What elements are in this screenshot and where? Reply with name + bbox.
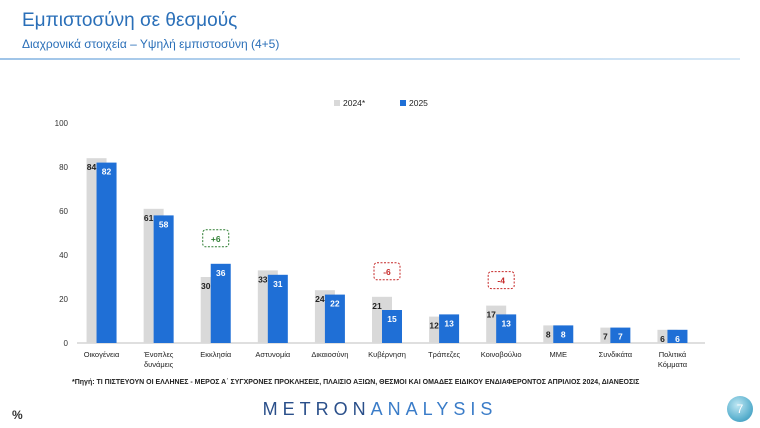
bar-2025 (439, 314, 460, 343)
bar-2025 (153, 215, 174, 343)
x-tick-label: ΜΜΕ (550, 350, 568, 359)
x-tick-label: δυνάμεις (144, 360, 174, 369)
data-label-2024: 84 (87, 162, 97, 172)
x-tick-label: Κοινοβούλιο (481, 350, 522, 359)
y-tick-label: 20 (59, 295, 68, 304)
change-annotation-box (487, 271, 515, 290)
change-annotation-text: -4 (497, 276, 505, 286)
data-label-2025: 22 (330, 299, 340, 309)
data-label-2024: 21 (372, 301, 382, 311)
data-label-2025: 13 (501, 318, 511, 328)
brand-logo-part1: METRON (262, 399, 371, 419)
source-footnote: *Πηγή: ΤΙ ΠΙΣΤΕΥΟΥΝ ΟΙ ΕΛΛΗΝΕΣ - ΜΕΡΟΣ Α… (72, 379, 640, 386)
x-tick-label: Αστυνομία (255, 350, 291, 359)
page-number-badge: 7 (727, 396, 753, 422)
change-annotation-box (373, 262, 401, 281)
data-label-2024: 12 (429, 321, 439, 331)
page-title: Εμπιστοσύνη σε θεσμούς (22, 10, 238, 31)
bar-2025 (382, 310, 402, 343)
y-tick-label: 100 (55, 119, 69, 128)
data-label-2024: 6 (660, 334, 665, 344)
header-divider (0, 58, 740, 60)
x-tick-label: Εκκλησία (200, 350, 232, 359)
y-tick-label: 40 (59, 251, 68, 260)
brand-logo-part2: ANALYSIS (370, 399, 498, 419)
x-tick-label: Τράπεζες (428, 350, 460, 359)
x-tick-label: Δικαιοσύνη (311, 350, 348, 359)
y-tick-label: 60 (59, 207, 68, 216)
bar-2025 (610, 327, 631, 343)
data-label-2025: 31 (273, 279, 283, 289)
x-tick-label: Οικογένεια (84, 350, 120, 359)
x-tick-label: Κυβέρνηση (368, 350, 406, 359)
y-tick-label: 80 (59, 163, 68, 172)
change-annotation-text: +6 (211, 234, 221, 244)
data-label-2025: 6 (675, 334, 680, 344)
data-label-2024: 8 (546, 329, 551, 339)
data-label-2024: 24 (315, 294, 325, 304)
change-annotation-text: -6 (383, 267, 391, 277)
x-tick-label: Ένοπλες (143, 350, 174, 359)
data-label-2025: 82 (102, 167, 112, 177)
data-label-2025: 15 (387, 314, 397, 324)
data-label-2024: 7 (603, 332, 608, 342)
page-subtitle: Διαχρονικά στοιχεία – Υψηλή εμπιστοσύνη … (22, 37, 280, 51)
x-tick-label: Πολιτικά (659, 350, 687, 359)
data-label-2025: 13 (444, 318, 454, 328)
data-label-2024: 17 (486, 310, 496, 320)
bar-2025 (210, 263, 231, 343)
change-annotation-box (202, 229, 230, 248)
data-label-2025: 7 (618, 332, 623, 342)
bar-2025 (667, 329, 688, 343)
data-label-2025: 58 (159, 219, 169, 229)
bar-2025 (324, 294, 345, 343)
x-tick-label: Συνδικάτα (599, 350, 633, 359)
unit-label: % (12, 408, 23, 422)
data-label-2025: 36 (216, 268, 226, 278)
x-tick-label: Κόμματα (658, 360, 688, 369)
bar-2025 (496, 314, 517, 343)
data-label-2024: 33 (258, 274, 268, 284)
legend-label: 2025 (409, 98, 428, 108)
brand-logo: METRONANALYSIS (0, 399, 760, 420)
y-tick-label: 0 (64, 339, 69, 348)
bar-2025 (96, 162, 117, 343)
legend-swatch (400, 100, 406, 106)
data-label-2024: 30 (201, 281, 211, 291)
legend-label: 2024* (343, 98, 366, 108)
data-label-2024: 61 (144, 213, 154, 223)
legend-swatch (334, 100, 340, 106)
bar-2025 (553, 325, 574, 343)
data-label-2025: 8 (561, 329, 566, 339)
bar-2025 (267, 274, 288, 343)
